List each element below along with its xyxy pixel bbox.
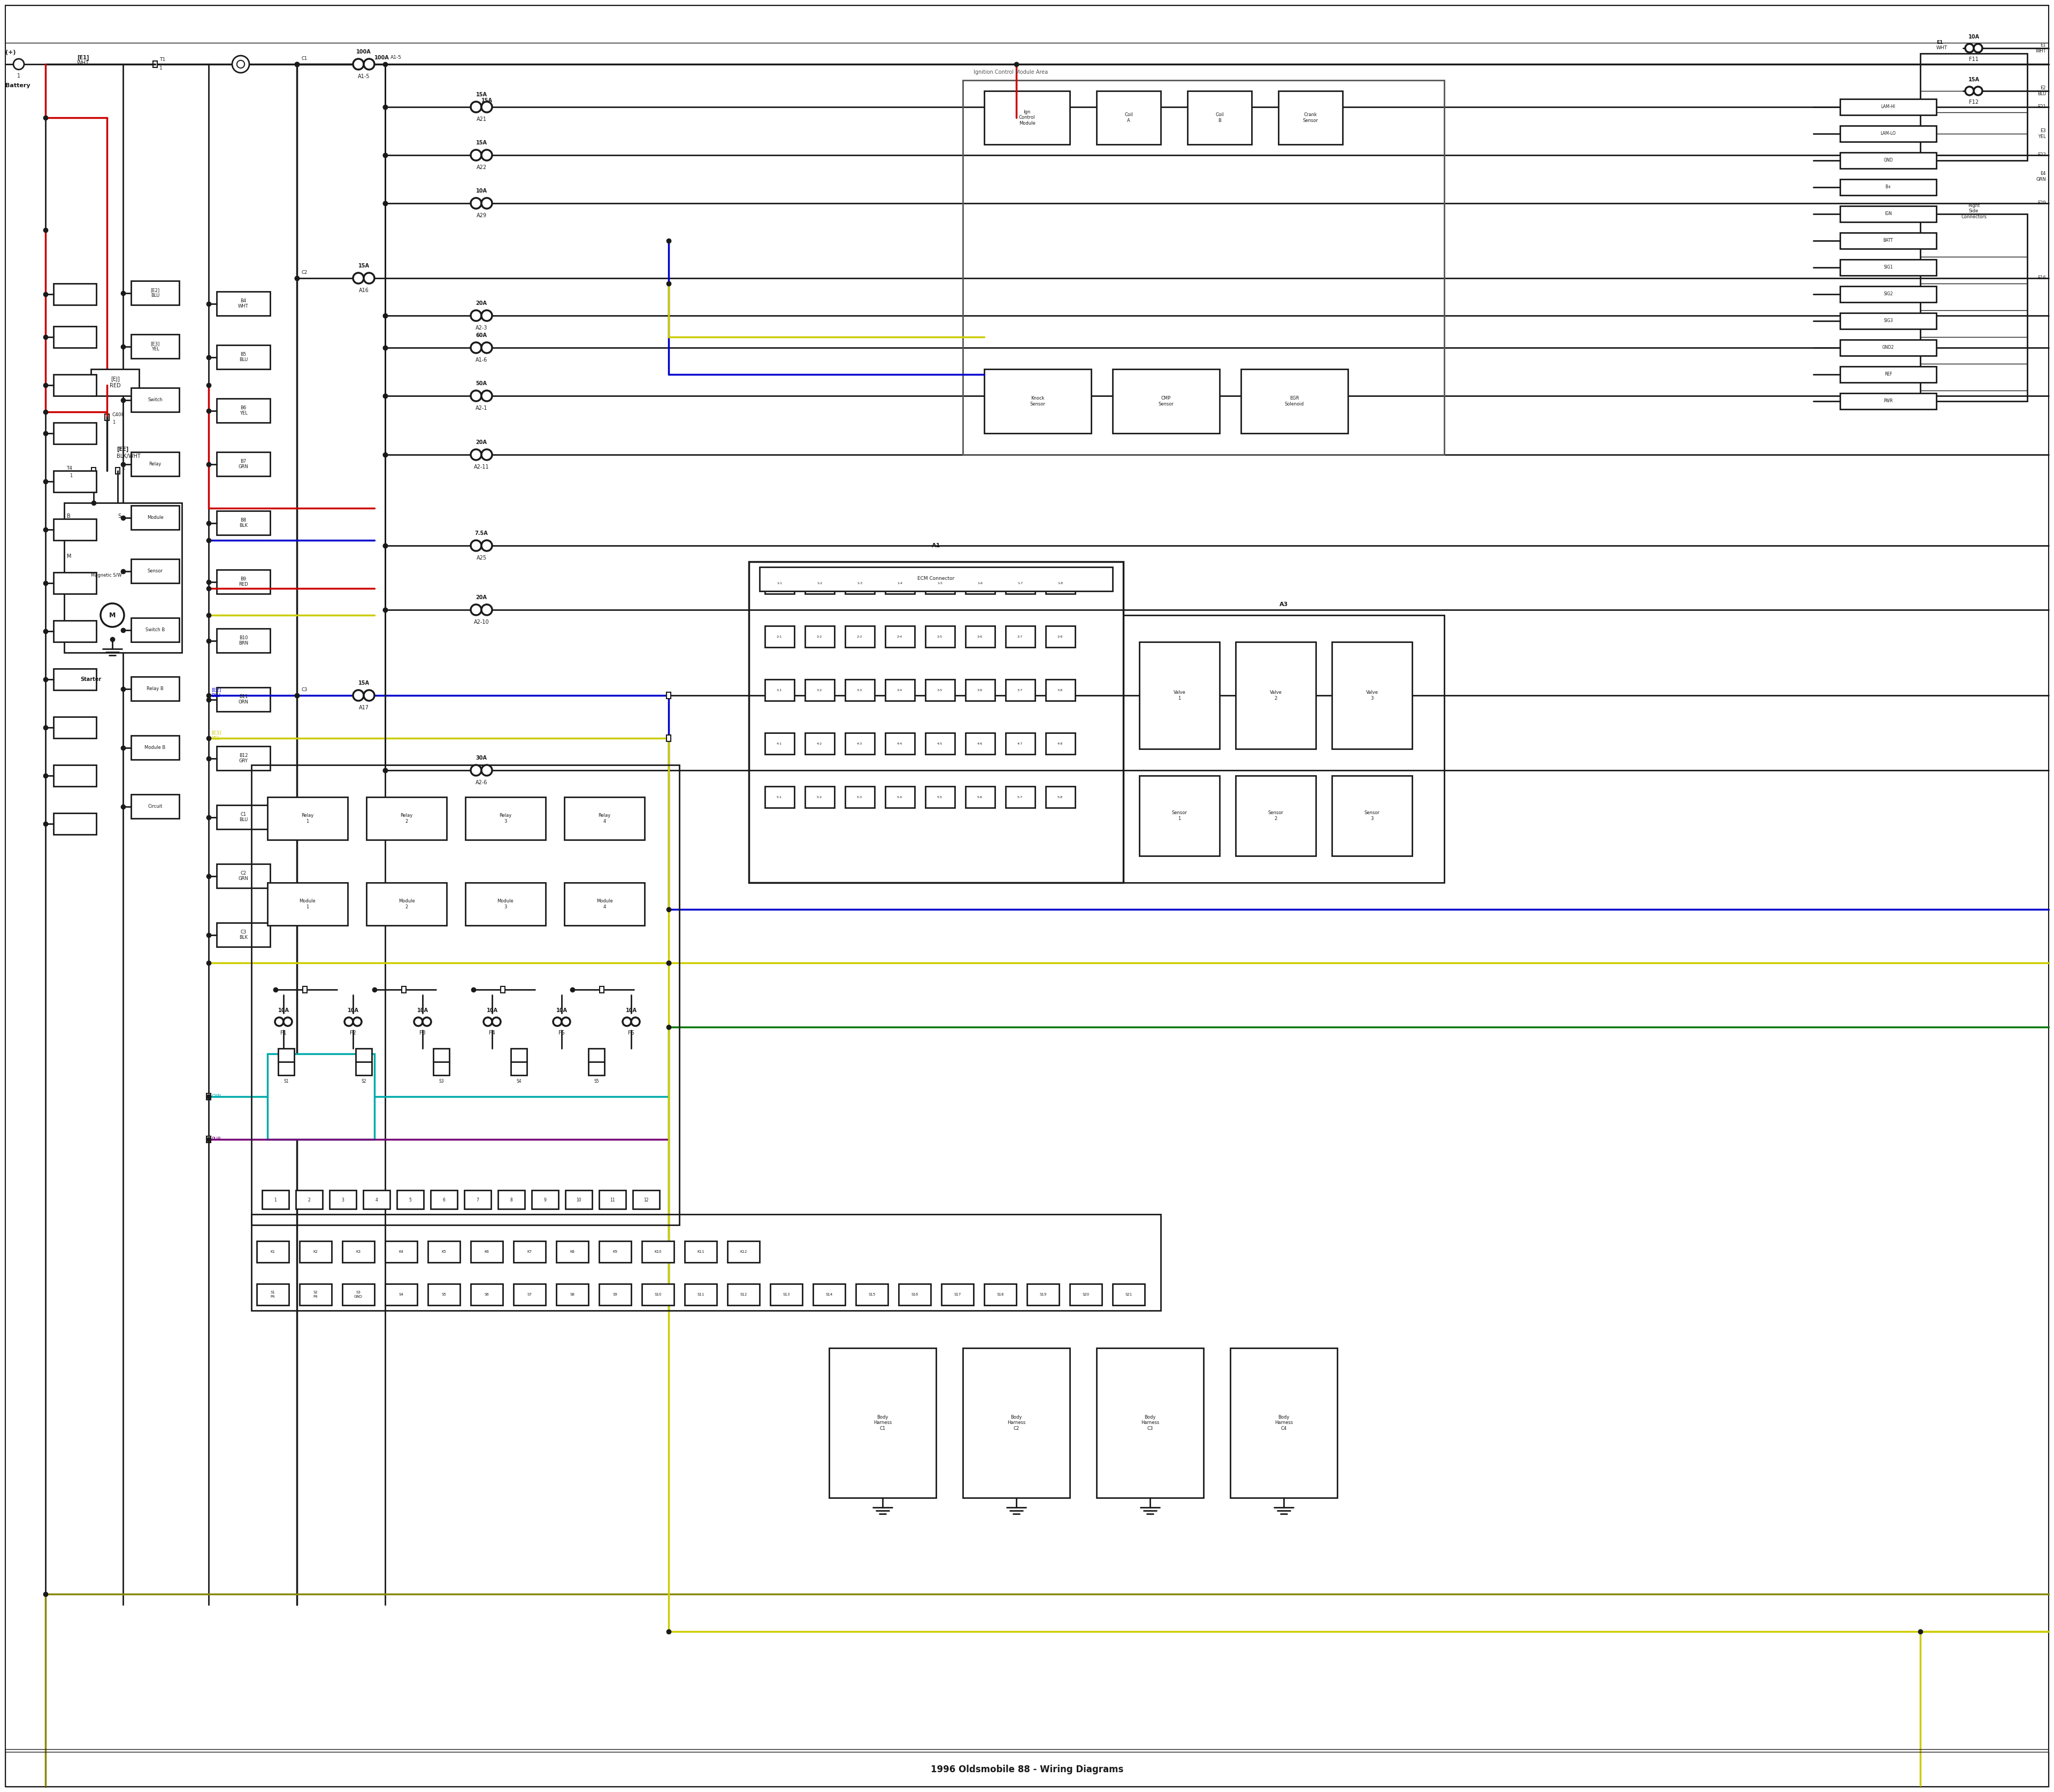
Text: 5-6: 5-6 xyxy=(978,796,982,799)
Bar xyxy=(844,787,875,808)
Text: 15A: 15A xyxy=(477,140,487,145)
Bar xyxy=(764,733,795,754)
Bar xyxy=(355,1048,372,1075)
Bar xyxy=(131,335,179,358)
Bar xyxy=(885,733,914,754)
Text: 20A: 20A xyxy=(477,595,487,600)
Text: Coil
A: Coil A xyxy=(1124,113,1134,124)
Bar xyxy=(727,1283,760,1305)
Text: 5-5: 5-5 xyxy=(937,796,943,799)
Circle shape xyxy=(470,342,481,353)
Bar xyxy=(514,1242,546,1262)
Text: Starter: Starter xyxy=(80,677,101,683)
Text: Valve
3: Valve 3 xyxy=(1366,690,1378,701)
Bar xyxy=(131,387,179,412)
Bar xyxy=(885,679,914,701)
Text: K12: K12 xyxy=(739,1251,748,1253)
Bar xyxy=(131,677,179,701)
Text: 2-4: 2-4 xyxy=(898,634,902,638)
Bar xyxy=(926,733,955,754)
Text: 2: 2 xyxy=(308,1197,310,1202)
Text: S5: S5 xyxy=(442,1292,446,1296)
Bar xyxy=(885,572,914,593)
Bar xyxy=(532,1190,559,1210)
Text: Relay
2: Relay 2 xyxy=(401,814,413,824)
Text: 3-6: 3-6 xyxy=(978,688,982,692)
Text: 10A: 10A xyxy=(477,188,487,194)
Circle shape xyxy=(353,272,364,283)
Text: 5: 5 xyxy=(409,1197,411,1202)
Bar xyxy=(216,398,271,423)
Bar xyxy=(92,468,97,473)
Text: S19: S19 xyxy=(1039,1292,1048,1296)
Text: LAM-LO: LAM-LO xyxy=(1881,131,1896,136)
Bar xyxy=(805,572,834,593)
Text: K5: K5 xyxy=(442,1251,446,1253)
Circle shape xyxy=(470,102,481,113)
Text: 5-4: 5-4 xyxy=(898,796,902,799)
Text: S4: S4 xyxy=(398,1292,403,1296)
Circle shape xyxy=(481,102,493,113)
Bar xyxy=(1006,625,1035,647)
Bar xyxy=(131,735,179,760)
Circle shape xyxy=(470,197,481,208)
Bar xyxy=(131,452,179,477)
Bar xyxy=(497,1190,524,1210)
Bar xyxy=(396,1190,423,1210)
Circle shape xyxy=(481,391,493,401)
Text: [E3]
YEL: [E3] YEL xyxy=(212,731,222,740)
Bar xyxy=(64,504,183,652)
Bar xyxy=(1840,392,1937,409)
Text: WHT: WHT xyxy=(76,61,88,66)
Text: Module: Module xyxy=(148,514,164,520)
Bar xyxy=(300,1242,331,1262)
Bar xyxy=(386,1283,417,1305)
Bar xyxy=(6,1753,2048,1787)
Text: Valve
1: Valve 1 xyxy=(1173,690,1185,701)
Text: E21: E21 xyxy=(2038,104,2046,109)
Bar xyxy=(1840,340,1937,357)
Bar xyxy=(329,1190,355,1210)
Circle shape xyxy=(481,604,493,615)
Bar xyxy=(216,570,271,593)
Text: Ignition Control Module Area: Ignition Control Module Area xyxy=(974,70,1048,75)
Bar xyxy=(1840,99,1937,115)
Bar xyxy=(1006,572,1035,593)
Text: 15A: 15A xyxy=(357,681,370,686)
Text: 4-7: 4-7 xyxy=(1017,742,1023,745)
Bar xyxy=(1241,369,1347,434)
Bar xyxy=(364,1190,390,1210)
Text: K3: K3 xyxy=(355,1251,362,1253)
Text: S8: S8 xyxy=(569,1292,575,1296)
Text: 2-5: 2-5 xyxy=(937,634,943,638)
Text: C1
BLU: C1 BLU xyxy=(238,812,249,823)
Text: K6: K6 xyxy=(485,1251,489,1253)
Bar xyxy=(1920,54,2027,161)
Bar xyxy=(131,559,179,582)
Text: E1
WHT: E1 WHT xyxy=(2036,43,2046,54)
Text: 3-7: 3-7 xyxy=(1017,688,1023,692)
Text: S: S xyxy=(117,514,121,520)
Text: 1: 1 xyxy=(121,466,125,471)
Text: [E1]: [E1] xyxy=(76,56,88,61)
Bar xyxy=(633,1190,659,1210)
Text: A21: A21 xyxy=(477,116,487,122)
Text: 15A: 15A xyxy=(481,99,493,104)
Text: IGN: IGN xyxy=(1884,211,1892,217)
Text: C3: C3 xyxy=(302,688,308,692)
Bar xyxy=(1045,787,1074,808)
Text: S1
P4: S1 P4 xyxy=(271,1290,275,1297)
Text: A2-1: A2-1 xyxy=(474,405,487,410)
Bar xyxy=(565,797,645,840)
Text: 5-1: 5-1 xyxy=(776,796,783,799)
Bar xyxy=(727,1242,760,1262)
Bar xyxy=(131,794,179,819)
Text: K4: K4 xyxy=(398,1251,403,1253)
Text: [E2]
BLU: [E2] BLU xyxy=(212,688,222,697)
Text: 7: 7 xyxy=(477,1197,479,1202)
Text: Sensor: Sensor xyxy=(148,568,162,573)
Circle shape xyxy=(470,391,481,401)
Bar xyxy=(965,625,994,647)
Text: ECM Connector: ECM Connector xyxy=(918,577,955,581)
Text: A1-6: A1-6 xyxy=(474,357,487,362)
